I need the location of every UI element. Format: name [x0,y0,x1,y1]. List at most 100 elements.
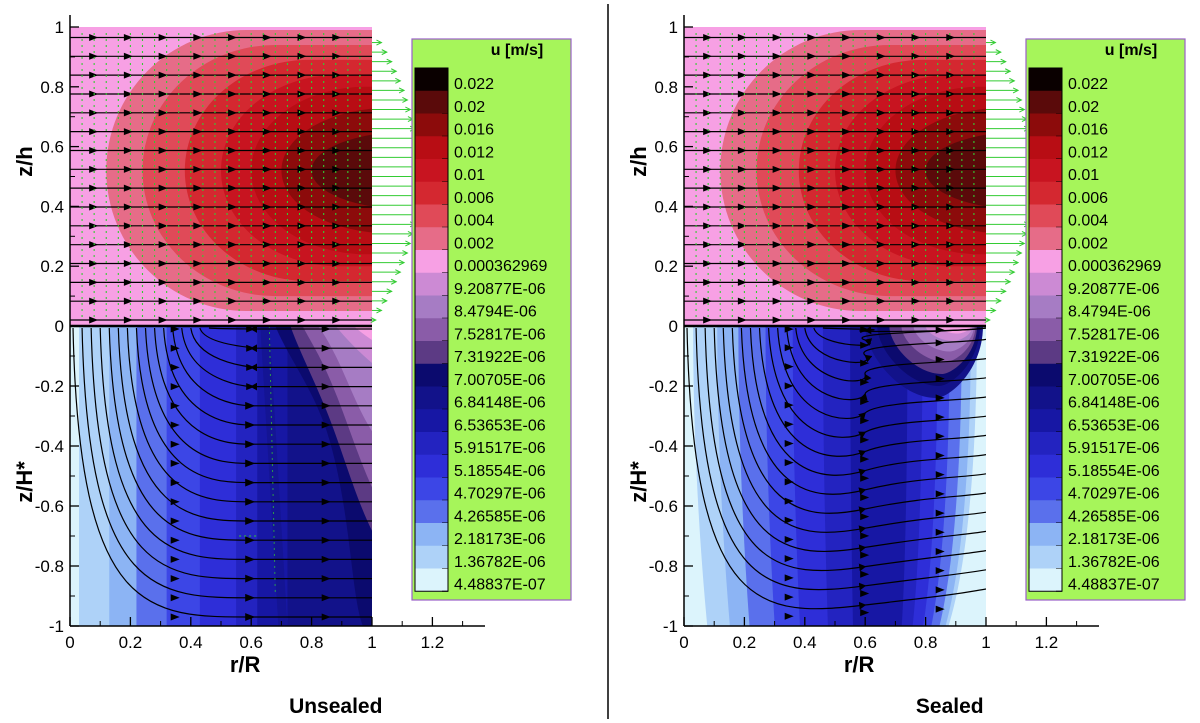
stream-arrow [170,402,180,410]
legend-label: 6.84148E-06 [1068,395,1160,412]
legend-label: 7.00705E-06 [1068,372,1160,389]
stream-arrow [784,420,794,428]
stream-arrow [123,109,133,117]
stream-arrow [876,90,886,98]
y-axis-label-bottom: z/H* [626,461,651,503]
stream-arrow [193,278,203,286]
stream-arrow [170,383,180,391]
stream-arrow [262,278,272,286]
streamline [686,327,986,610]
stream-arrow [784,612,794,620]
legend-label: 4.26585E-06 [1068,508,1160,525]
y-tick-label: 1 [669,18,678,37]
stream-arrow [262,241,272,249]
legend-label: 0.004 [1068,213,1108,230]
x-tick-label: 0.6 [239,633,263,652]
stream-arrow [842,297,852,305]
stream-arrow [332,71,342,79]
stream-arrow [228,109,238,117]
stream-arrow [321,555,331,563]
stream-arrow [860,378,870,386]
stream-arrow [332,241,342,249]
vector-head [390,278,398,285]
stream-arrow [193,165,203,173]
stream-arrow [123,203,133,211]
streamline [731,327,986,515]
stream-arrow [935,547,945,555]
vector-head [990,39,997,46]
legend-swatch [1029,113,1062,137]
legend-swatch [1029,136,1062,160]
stream-arrow [228,52,238,60]
stream-arrow [193,71,203,79]
stream-arrow [784,344,794,352]
legend-label: 6.84148E-06 [454,395,546,412]
stream-arrow [842,203,852,211]
stream-arrow [784,497,794,505]
stream-arrow [842,90,852,98]
legend: u [m/s] 0.022 0.02 0.016 0.012 0.01 0.006 0.004… [411,38,572,601]
legend-swatch [1029,432,1062,456]
stream-arrow [807,184,817,192]
legend-swatch [415,341,448,365]
vector-head [381,297,388,304]
stream-arrow [321,479,331,487]
stream-arrow [935,432,945,440]
stream-arrow [123,260,133,268]
stream-arrow [332,90,342,98]
stream-arrow [946,278,956,286]
legend-swatch [1029,500,1062,524]
x-tick-label: 1 [981,633,990,652]
legend-colorbar-frame [1028,67,1063,592]
stream-arrow [737,184,747,192]
contour-band [317,326,372,432]
stream-arrow [246,459,256,467]
stream-arrow [246,517,256,525]
stream-arrow [246,594,256,602]
stream-arrow [321,517,331,525]
stream-arrow [170,517,180,525]
stream-arrow [321,575,331,583]
x-tick-label: 1.2 [1035,633,1059,652]
stream-arrow [911,316,921,324]
vector-head [398,259,406,266]
legend-label: 7.31922E-06 [1068,349,1160,366]
stream-arrow [935,471,945,479]
stream-arrow [860,326,870,334]
legend-swatch [1029,272,1062,296]
legend-label: 2.18173E-06 [454,531,546,548]
stream-arrow [321,421,331,429]
top-streamlines [70,33,372,324]
legend-swatch [415,250,448,274]
stream-arrow [228,128,238,136]
vector-head [1009,77,1016,84]
stream-arrow [193,316,203,324]
stream-arrow [262,222,272,230]
stream-arrow [772,260,782,268]
stream-arrow [170,575,180,583]
legend-label: 9.20877E-06 [454,281,546,298]
contour-band [109,326,137,626]
stream-arrow [193,33,203,41]
stream-arrow [89,297,99,305]
legend-swatch [1029,68,1062,92]
stream-arrow [123,278,133,286]
stream-arrow [860,455,870,463]
stream-arrow [246,479,256,487]
y-tick-label: -1 [663,617,678,636]
legend-label: 0.022 [1068,76,1108,93]
stream-arrow [170,344,180,352]
stream-arrow [772,297,782,305]
stream-arrow [170,594,180,602]
streamline [90,327,372,583]
velocity-vectors [695,32,1036,323]
stream-arrow [876,128,886,136]
contour-band [236,326,258,626]
legend-label: 0.02 [454,99,485,116]
streamline [126,327,372,506]
stream-arrow [807,71,817,79]
y-tick-label: 0.8 [654,78,678,97]
stream-arrow [772,128,782,136]
stream-arrow [784,459,794,467]
legend-swatch [1029,159,1062,183]
